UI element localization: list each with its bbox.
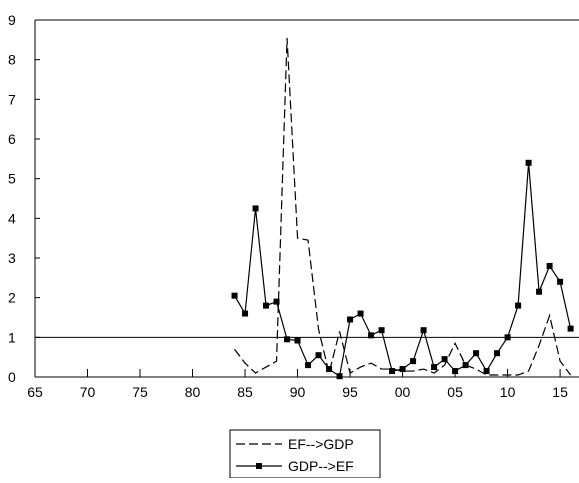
marker <box>252 205 259 212</box>
marker <box>357 310 364 317</box>
x-tick-label: 10 <box>500 384 516 400</box>
x-tick-label: 90 <box>290 384 306 400</box>
y-tick-label: 4 <box>8 210 16 226</box>
marker <box>399 366 406 373</box>
marker <box>326 366 333 373</box>
x-tick-label: 00 <box>395 384 411 400</box>
marker <box>431 364 438 371</box>
x-tick-label: 15 <box>552 384 568 400</box>
x-tick-label: 95 <box>342 384 358 400</box>
y-tick-label: 0 <box>8 369 16 385</box>
y-tick-label: 2 <box>8 290 16 306</box>
marker <box>567 325 574 332</box>
marker <box>347 316 354 323</box>
marker <box>515 302 522 309</box>
marker <box>504 334 511 341</box>
marker <box>284 336 291 343</box>
marker <box>557 278 564 285</box>
x-tick-label: 65 <box>27 384 43 400</box>
marker <box>273 298 280 305</box>
x-tick-label: 85 <box>237 384 253 400</box>
marker <box>231 292 238 299</box>
marker <box>441 356 448 363</box>
y-tick-label: 8 <box>8 52 16 68</box>
legend-label: EF-->GDP <box>288 436 354 452</box>
marker <box>389 368 396 375</box>
y-tick-label: 9 <box>8 12 16 28</box>
x-tick-label: 75 <box>132 384 148 400</box>
marker <box>368 332 375 339</box>
marker <box>305 362 312 369</box>
marker <box>263 302 270 309</box>
x-tick-label: 80 <box>185 384 201 400</box>
legend-label: GDP-->EF <box>288 458 354 474</box>
marker <box>410 358 417 365</box>
series-line <box>234 37 572 376</box>
marker <box>294 337 301 344</box>
marker <box>315 352 322 359</box>
marker <box>462 362 469 369</box>
legend-marker <box>256 463 262 469</box>
marker <box>242 310 249 317</box>
marker <box>378 327 385 334</box>
x-tick-label: 70 <box>80 384 96 400</box>
y-tick-label: 3 <box>8 250 16 266</box>
series-line <box>234 162 572 378</box>
marker <box>546 262 553 269</box>
marker <box>452 368 459 375</box>
marker <box>420 327 427 334</box>
marker <box>336 373 343 380</box>
marker <box>483 368 490 375</box>
marker <box>525 159 532 166</box>
y-tick-label: 6 <box>8 131 16 147</box>
x-tick-label: 05 <box>447 384 463 400</box>
y-tick-label: 5 <box>8 171 16 187</box>
marker <box>473 350 480 357</box>
legend-box <box>229 429 381 479</box>
y-tick-label: 1 <box>8 329 16 345</box>
y-tick-label: 7 <box>8 91 16 107</box>
marker <box>494 350 501 357</box>
marker <box>536 288 543 295</box>
